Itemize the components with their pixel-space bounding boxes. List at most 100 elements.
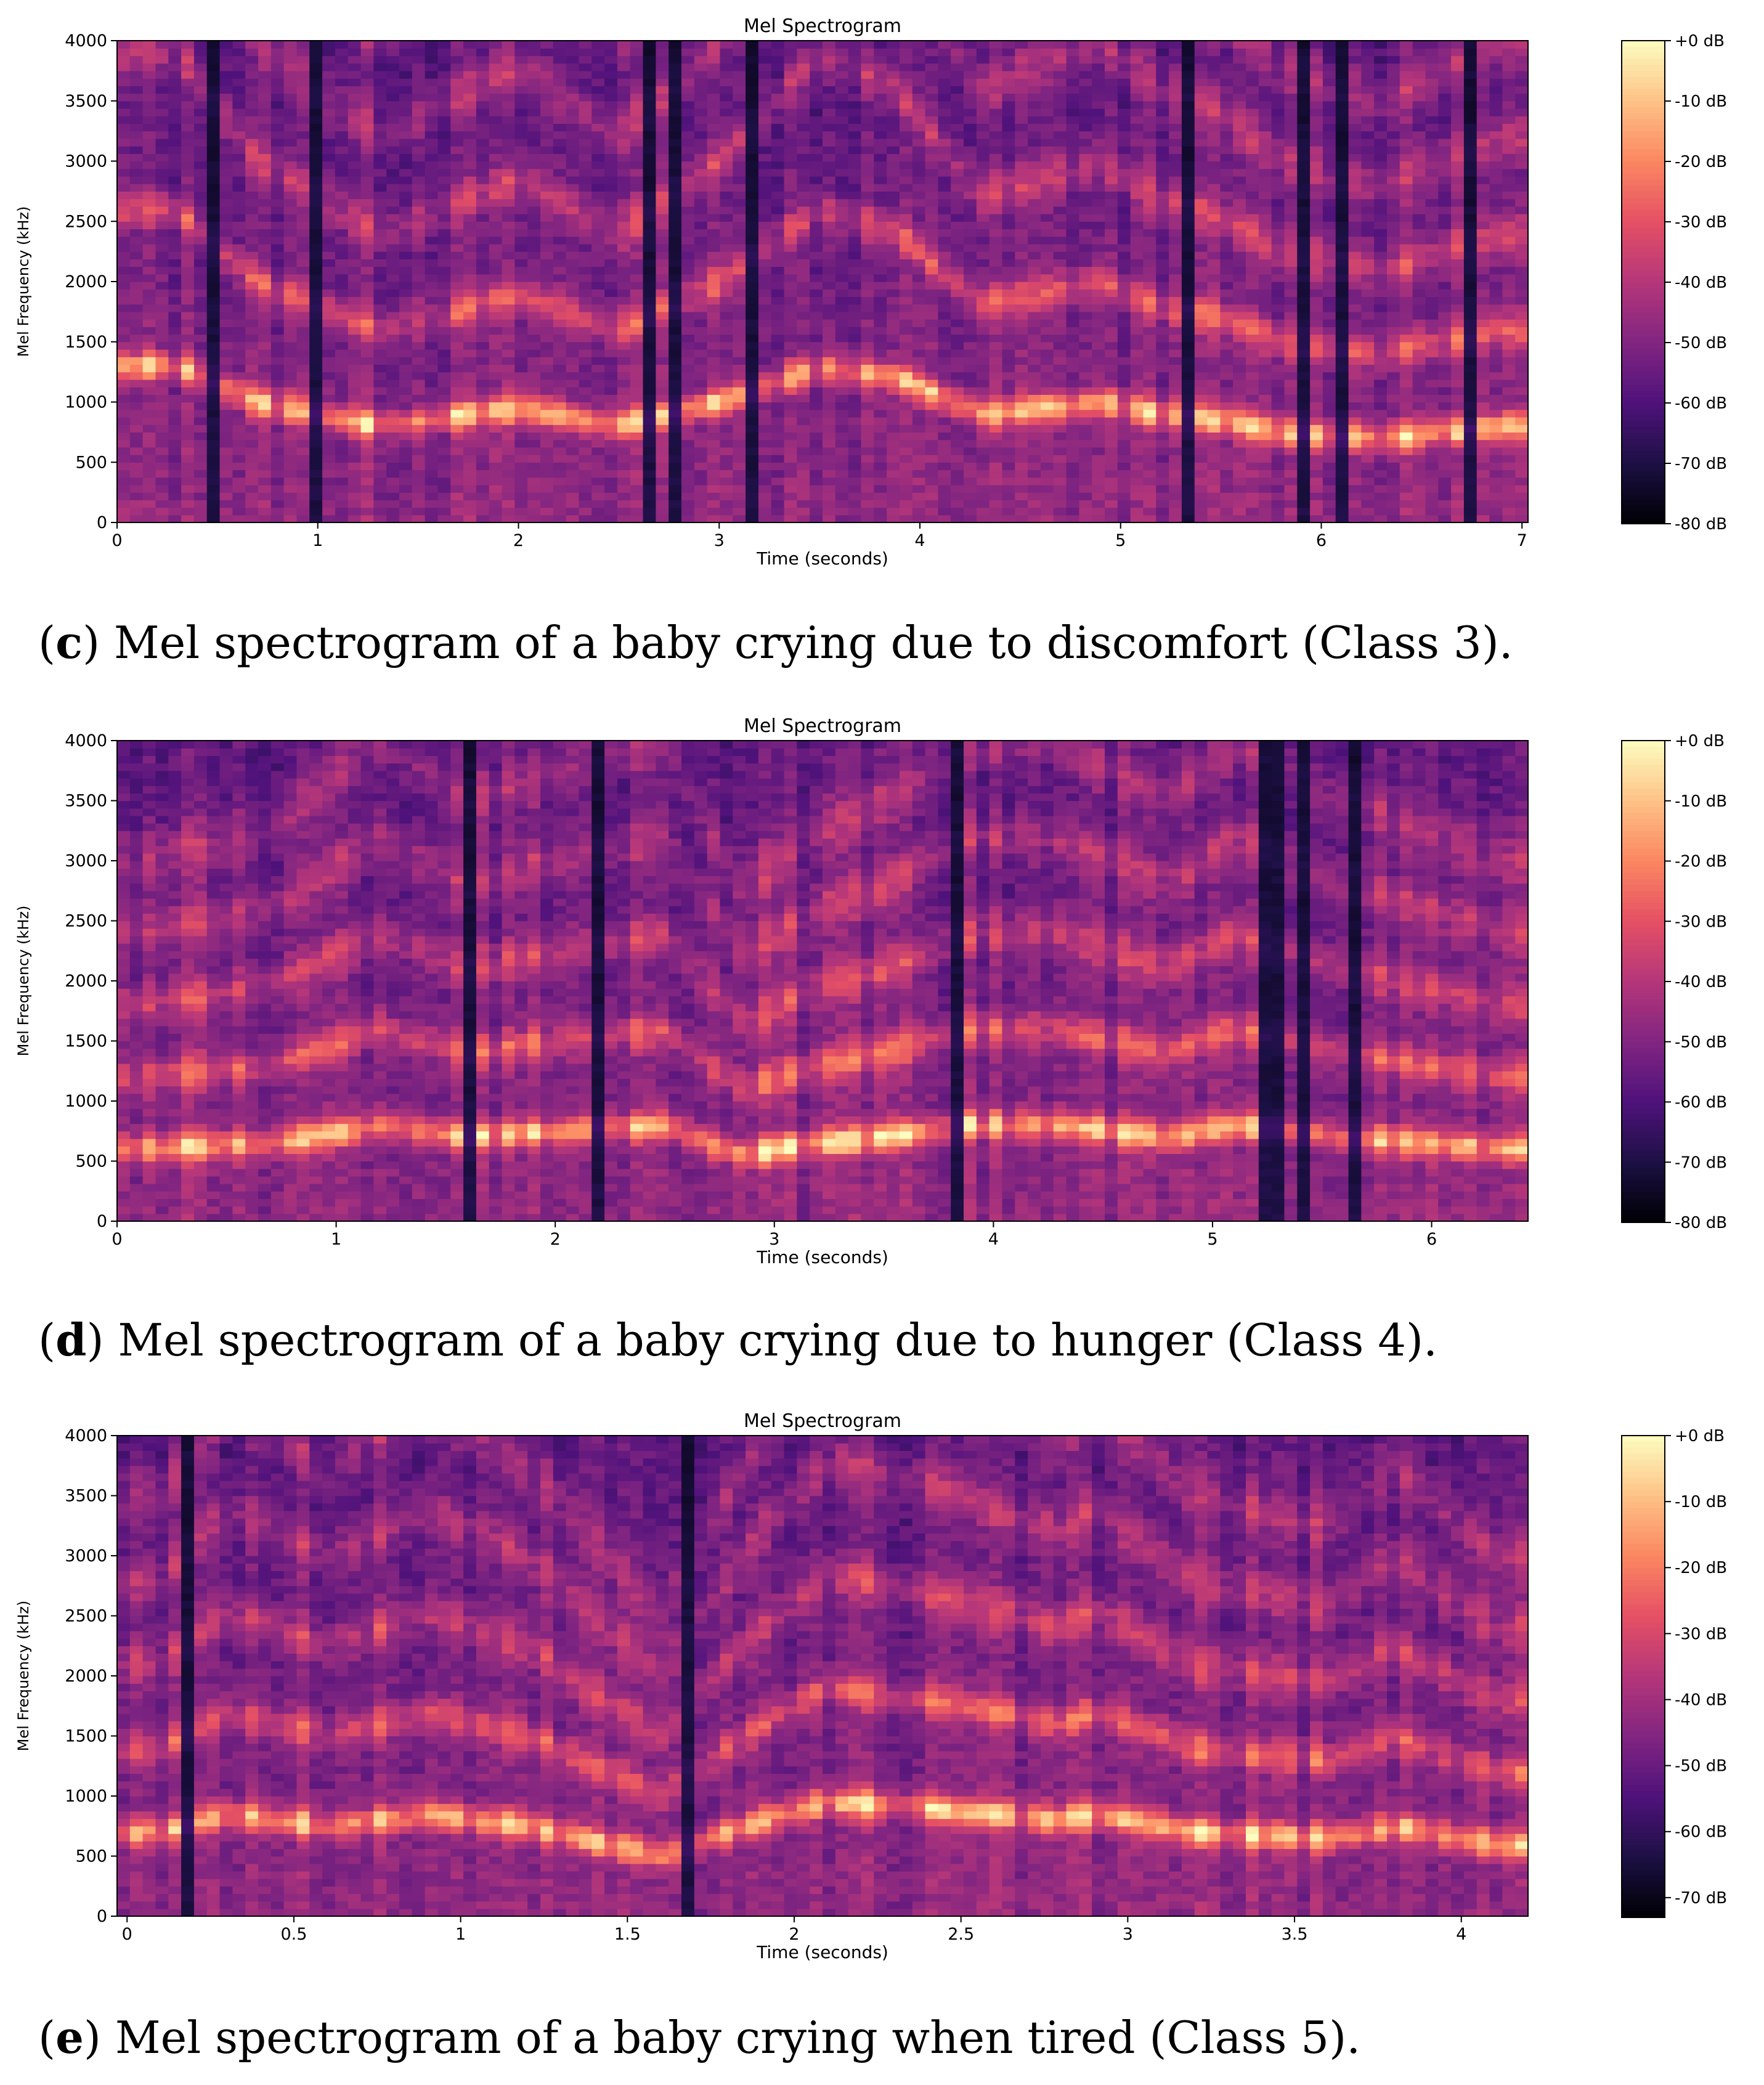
heatmap-cell	[797, 484, 810, 493]
heatmap-cell	[425, 432, 439, 441]
heatmap-cell	[861, 477, 874, 486]
heatmap-cell	[117, 477, 131, 486]
heatmap-cell	[168, 168, 182, 177]
heatmap-cell	[1053, 341, 1067, 350]
heatmap-cell	[874, 123, 887, 132]
heatmap-cell	[270, 439, 285, 448]
heatmap-cell	[270, 146, 285, 154]
heatmap-cell	[219, 364, 233, 373]
heatmap-cell	[579, 477, 592, 486]
heatmap-cell	[258, 311, 272, 320]
heatmap-cell	[656, 282, 669, 290]
heatmap-cell	[566, 266, 580, 275]
heatmap-cell	[335, 289, 349, 298]
heatmap-cell	[899, 274, 913, 282]
heatmap-cell	[669, 455, 682, 463]
heatmap-cell	[707, 55, 721, 64]
heatmap-cell	[887, 266, 900, 275]
heatmap-cell	[232, 41, 246, 49]
heatmap-cell	[1028, 198, 1041, 207]
heatmap-cell	[1066, 100, 1079, 109]
heatmap-cell	[437, 63, 451, 71]
heatmap-cell	[746, 78, 759, 86]
heatmap-cell	[1053, 70, 1067, 79]
heatmap-cell	[373, 319, 387, 327]
heatmap-cell	[951, 123, 964, 132]
heatmap-cell	[707, 138, 721, 147]
heatmap-cell	[142, 402, 156, 410]
heatmap-cell	[425, 364, 439, 373]
heatmap-cell	[296, 100, 310, 109]
heatmap-cell	[322, 153, 336, 162]
heatmap-cell	[219, 251, 233, 259]
heatmap-cell	[604, 100, 618, 109]
heatmap-cell	[938, 334, 951, 343]
heatmap-cell	[951, 168, 964, 177]
heatmap-cell	[232, 514, 246, 523]
heatmap-cell	[591, 100, 605, 109]
heatmap-cell	[579, 296, 592, 305]
heatmap-cell	[296, 432, 310, 441]
heatmap-cell	[720, 243, 733, 252]
heatmap-cell	[348, 364, 362, 373]
heatmap-cell	[232, 116, 246, 124]
heatmap-cell	[848, 41, 862, 49]
heatmap-cell	[784, 198, 797, 207]
heatmap-cell	[514, 289, 528, 298]
heatmap-cell	[553, 514, 567, 523]
heatmap-cell	[322, 387, 336, 395]
heatmap-cell	[1028, 304, 1041, 312]
heatmap-cell	[989, 70, 1003, 79]
heatmap-cell	[925, 221, 938, 230]
heatmap-cell	[1079, 116, 1092, 124]
heatmap-cell	[1066, 514, 1079, 523]
heatmap-cell	[245, 304, 259, 312]
heatmap-cell	[925, 334, 938, 343]
heatmap-cell	[348, 48, 362, 57]
heatmap-cell	[476, 184, 490, 192]
heatmap-cell	[1066, 229, 1079, 237]
heatmap-cell	[450, 462, 464, 471]
heatmap-cell	[899, 259, 913, 267]
heatmap-cell	[771, 214, 785, 222]
heatmap-cell	[489, 349, 503, 357]
heatmap-cell	[1040, 243, 1054, 252]
heatmap-cell	[964, 176, 977, 184]
heatmap-cell	[168, 161, 182, 169]
heatmap-cell	[129, 447, 144, 455]
heatmap-cell	[283, 198, 298, 207]
heatmap-cell	[823, 507, 836, 516]
heatmap-cell	[810, 116, 823, 124]
heatmap-cell	[335, 409, 349, 418]
heatmap-cell	[964, 387, 977, 395]
heatmap-cell	[117, 349, 131, 357]
heatmap-cell	[874, 176, 887, 184]
heatmap-cell	[296, 282, 310, 290]
heatmap-cell	[142, 100, 156, 109]
heatmap-cell	[1028, 153, 1041, 162]
heatmap-cell	[951, 138, 964, 147]
heatmap-cell	[399, 417, 413, 425]
heatmap-cell	[669, 146, 682, 154]
heatmap-cell	[373, 100, 387, 109]
heatmap-cell	[1066, 138, 1079, 147]
heatmap-cell	[784, 432, 797, 441]
heatmap-cell	[399, 168, 413, 177]
heatmap-cell	[1028, 514, 1041, 523]
heatmap-cell	[232, 507, 246, 516]
heatmap-cell	[784, 402, 797, 410]
heatmap-cell	[335, 221, 349, 230]
heatmap-cell	[258, 251, 272, 259]
heatmap-cell	[784, 304, 797, 312]
heatmap-cell	[835, 153, 849, 162]
heatmap-cell	[591, 500, 605, 508]
heatmap-cell	[553, 251, 567, 259]
heatmap-cell	[360, 409, 374, 418]
heatmap-cell	[540, 477, 554, 486]
heatmap-cell	[386, 108, 400, 116]
heatmap-cell	[604, 469, 618, 478]
heatmap-cell	[232, 425, 246, 433]
heatmap-cell	[193, 432, 208, 441]
heatmap-cell	[232, 191, 246, 200]
heatmap-cell	[720, 432, 733, 441]
